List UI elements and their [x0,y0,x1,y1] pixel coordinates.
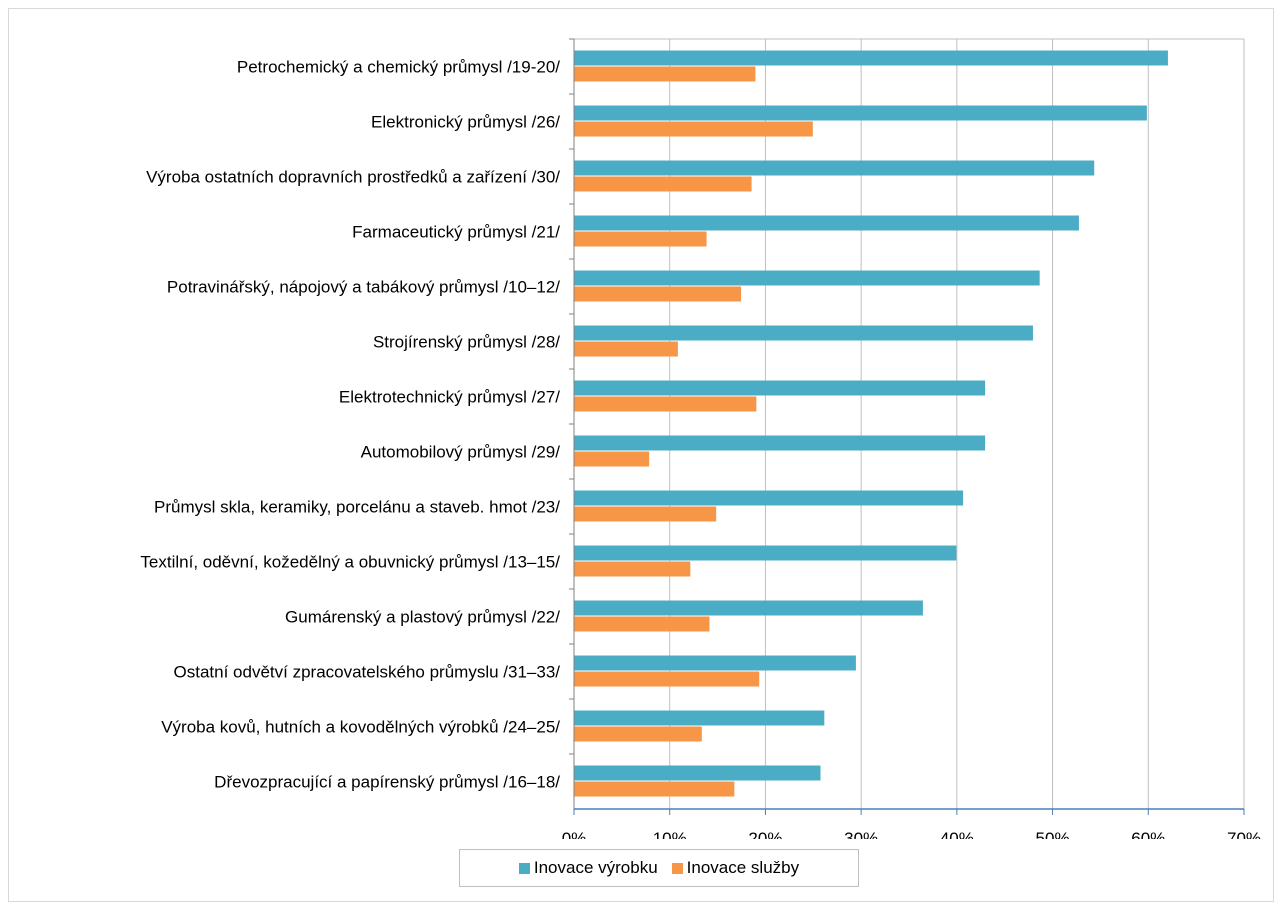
category-label: Dřevozpracující a papírenský průmysl /16… [214,773,560,792]
bar-product [574,50,1168,66]
x-tick-label: 70% [1227,829,1261,839]
bar-service [574,231,707,247]
x-tick-label: 60% [1131,829,1165,839]
bar-service [574,506,717,522]
bar-service [574,781,735,797]
category-label: Ostatní odvětví zpracovatelského průmysl… [174,663,561,682]
bar-product [574,600,923,616]
bar-product [574,655,856,671]
bar-service [574,121,813,137]
category-label: Petrochemický a chemický průmysl /19-20/ [237,58,560,77]
chart-frame: Petrochemický a chemický průmysl /19-20/… [8,8,1274,902]
category-label: Gumárenský a plastový průmysl /22/ [285,608,560,627]
bar-service [574,286,742,302]
bar-product [574,105,1147,121]
bar-chart: Petrochemický a chemický průmysl /19-20/… [140,38,1261,839]
bar-product [574,710,825,726]
category-label: Automobilový průmysl /29/ [361,443,561,462]
bar-service [574,671,760,687]
x-tick-label: 20% [748,829,782,839]
legend-item-service: Inovace služby [671,858,800,878]
bar-service [574,726,702,742]
legend-swatch-product [518,862,530,874]
axes [569,38,1245,815]
x-tick-label: 30% [844,829,878,839]
bar-product [574,270,1040,286]
legend: Inovace výrobku Inovace služby [459,849,859,887]
category-label: Průmysl skla, keramiky, porcelánu a stav… [154,498,560,517]
legend-label-product: Inovace výrobku [533,858,658,877]
legend-swatch-service [671,862,683,874]
category-label: Farmaceutický průmysl /21/ [352,223,560,242]
category-label: Strojírenský průmysl /28/ [373,333,560,352]
bar-product [574,545,957,561]
category-label: Výroba kovů, hutních a kovodělných výrob… [161,718,560,737]
x-tick-label: 10% [653,829,687,839]
category-label: Potravinářský, nápojový a tabákový průmy… [167,278,560,297]
category-labels: Petrochemický a chemický průmysl /19-20/… [140,58,560,792]
bars [574,50,1168,797]
bar-product [574,435,986,451]
category-label: Elektrotechnický průmysl /27/ [339,388,560,407]
x-tick-label: 0% [562,829,587,839]
bar-product [574,160,1095,176]
bar-service [574,451,650,467]
bar-service [574,561,691,577]
bar-product [574,490,964,506]
bar-product [574,765,821,781]
x-tick-label: 50% [1036,829,1070,839]
bar-service [574,176,752,192]
bar-product [574,325,1033,341]
legend-item-product: Inovace výrobku [518,858,658,878]
bar-product [574,380,986,396]
bar-service [574,396,757,412]
legend-label-service: Inovace služby [686,858,800,877]
category-label: Textilní, oděvní, kožedělný a obuvnický … [140,553,560,572]
category-label: Elektronický průmysl /26/ [371,113,560,132]
gridlines [669,39,1245,809]
bar-service [574,341,678,357]
category-label: Výroba ostatních dopravních prostředků a… [146,168,560,187]
bar-service [574,616,710,632]
x-tick-label: 40% [940,829,974,839]
bar-product [574,215,1079,231]
bar-service [574,66,756,82]
tick-labels: 0% 10% 20% 30% 40% 50% 60% 70% [562,829,1261,839]
